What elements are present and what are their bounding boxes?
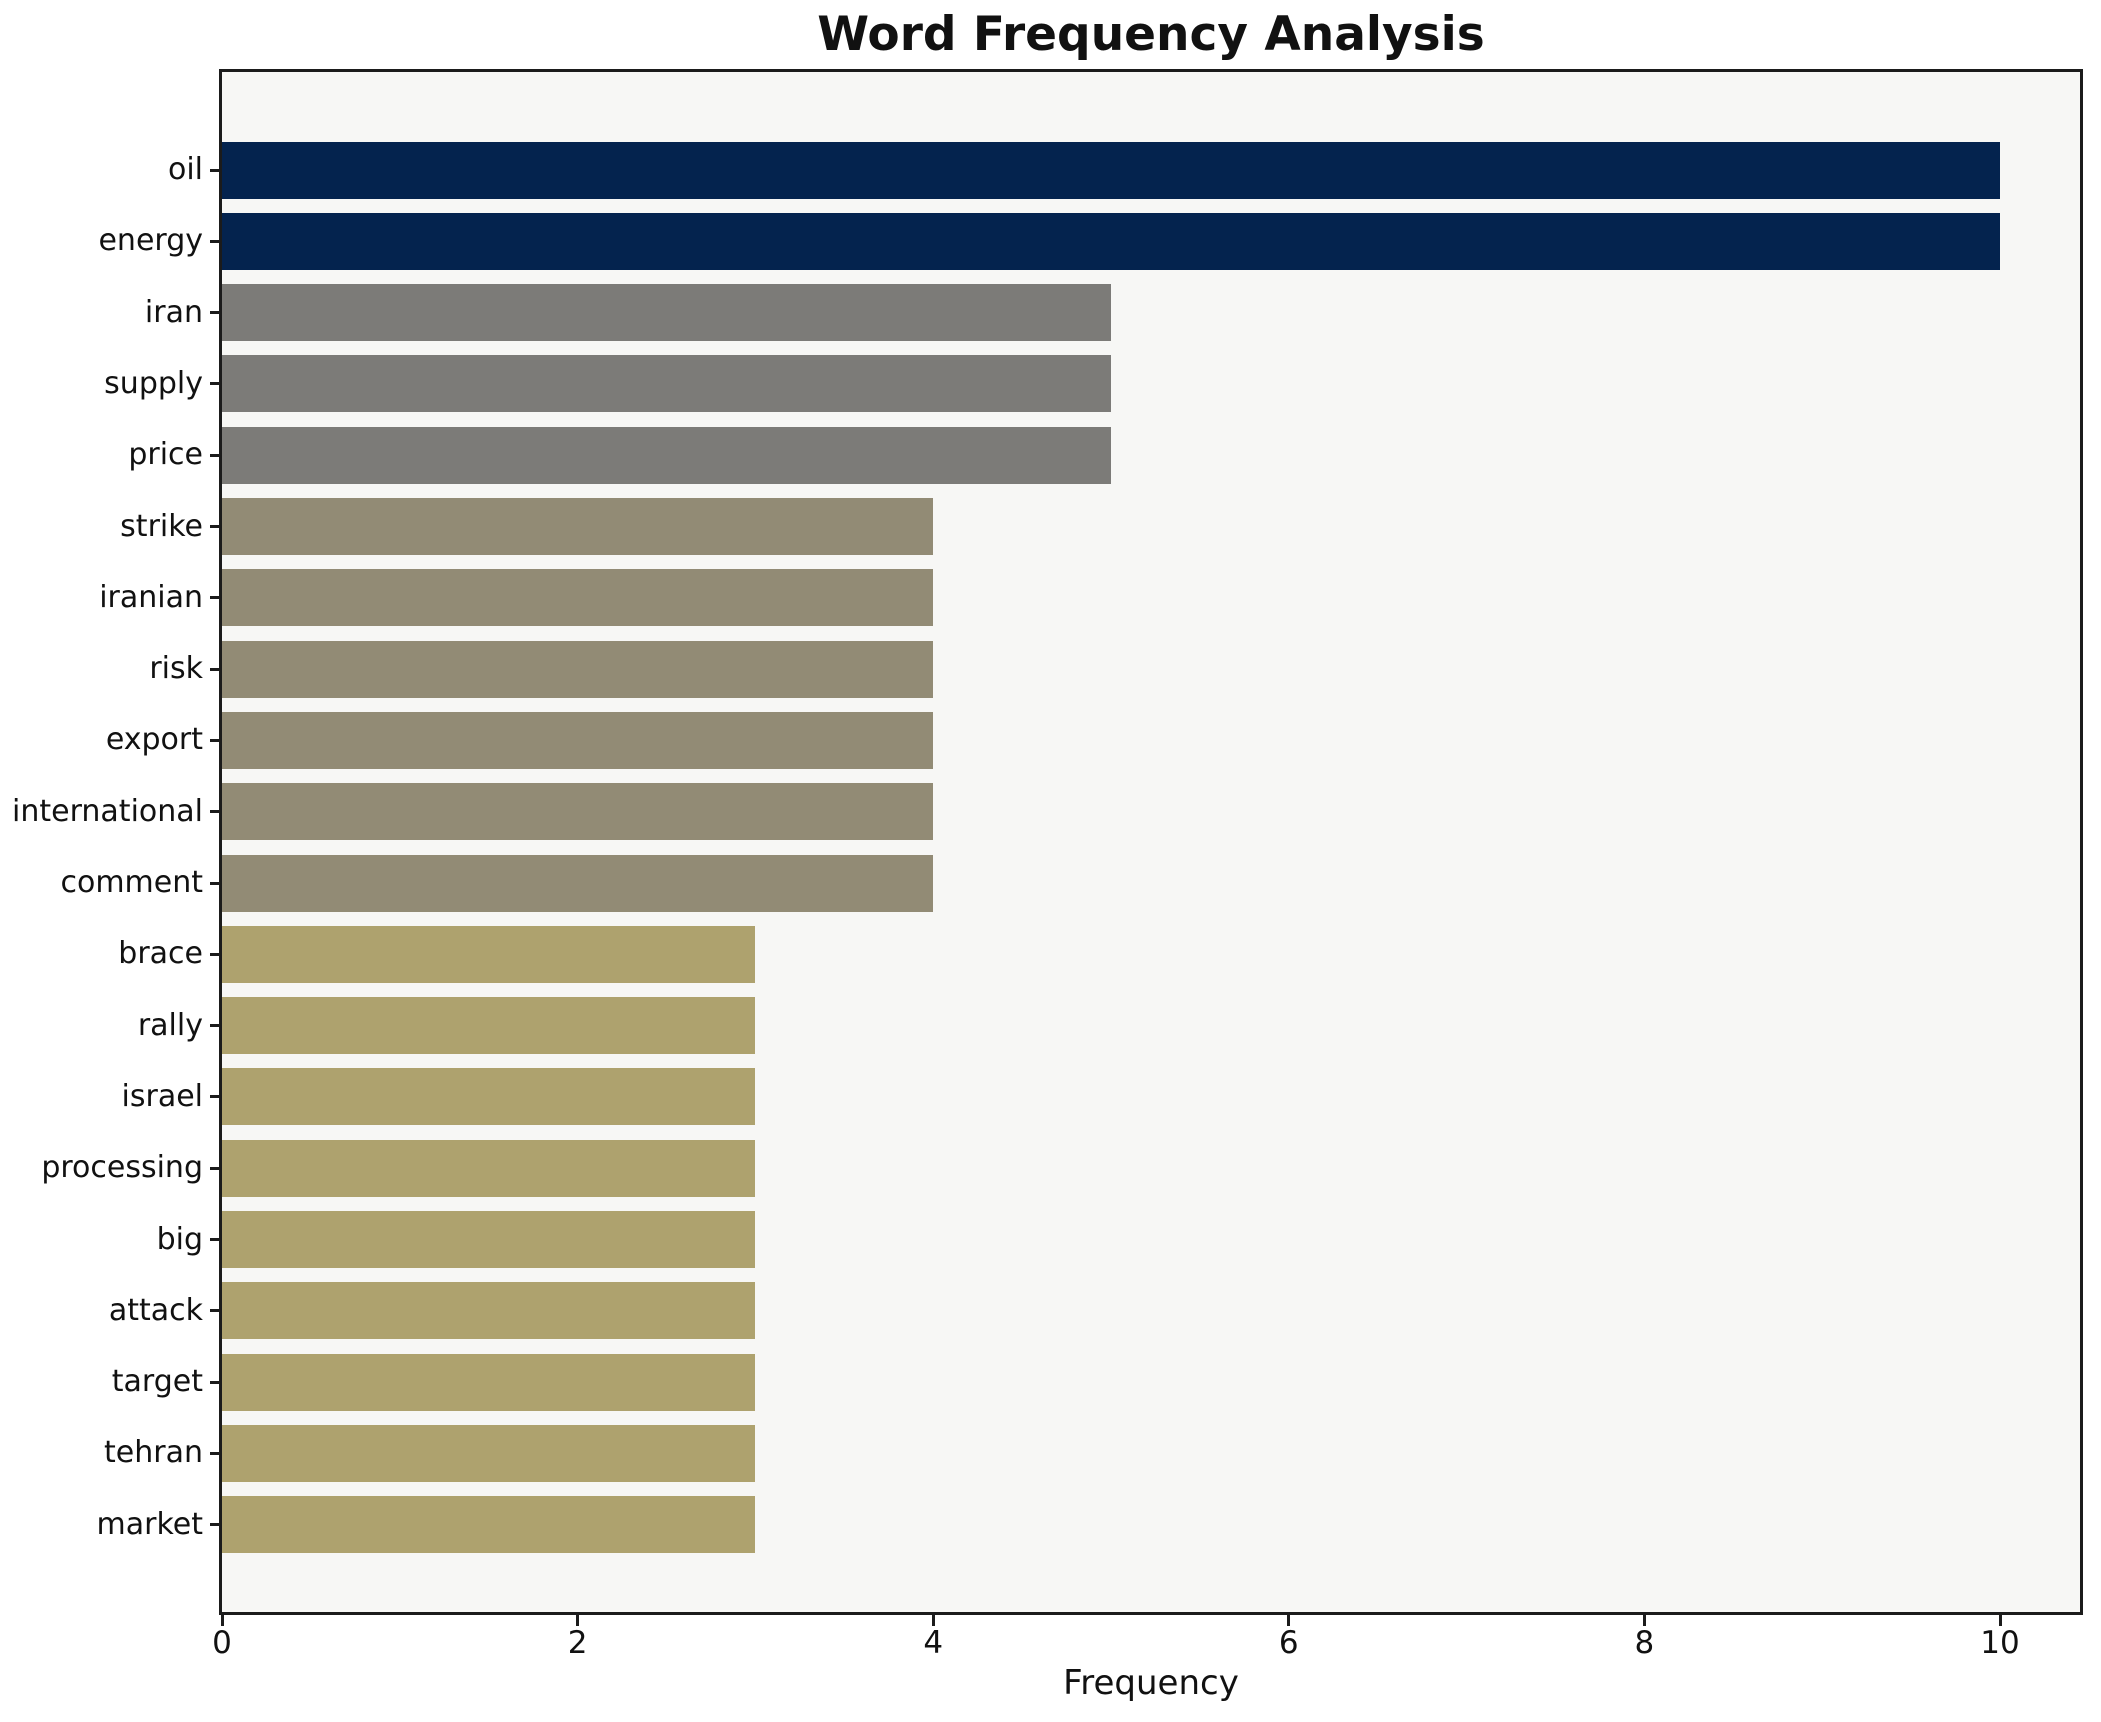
y-tick-mark (210, 1309, 220, 1313)
x-tick-label: 10 (1980, 1625, 2020, 1661)
x-tick-mark (1642, 1615, 1646, 1626)
bar-rally (222, 997, 756, 1055)
y-tick-mark (210, 311, 220, 315)
y-tick-mark (210, 738, 220, 742)
x-tick-label: 0 (212, 1625, 232, 1661)
bar-brace (222, 925, 756, 983)
y-axis-label: israel (121, 1078, 203, 1114)
bar-oil (222, 141, 2000, 199)
y-axis-label: target (111, 1364, 203, 1400)
chart-title: Word Frequency Analysis (817, 7, 1485, 62)
bar-supply (222, 355, 1111, 413)
bar-risk (222, 640, 934, 698)
bar-big (222, 1211, 756, 1268)
y-tick-mark (210, 382, 220, 386)
y-tick-mark (210, 810, 220, 814)
bar-tehran (222, 1424, 756, 1482)
y-tick-mark (210, 1238, 220, 1241)
x-tick-mark (576, 1615, 580, 1626)
bar-comment (222, 854, 934, 912)
y-tick-mark (210, 1024, 220, 1028)
bar-price (222, 426, 1111, 484)
y-axis-label: energy (98, 223, 203, 259)
bar-energy (222, 212, 2000, 270)
y-axis-label: iranian (99, 579, 203, 615)
y-axis-label: rally (137, 1007, 203, 1043)
y-axis-label: risk (149, 651, 203, 687)
x-tick-mark (1998, 1615, 2002, 1626)
y-tick-mark (210, 596, 220, 600)
x-tick-mark (1287, 1615, 1291, 1626)
plot-area (219, 69, 2083, 1615)
y-axis-label: international (12, 793, 203, 829)
y-axis-label: comment (60, 865, 203, 900)
y-tick-mark (210, 525, 220, 528)
y-axis-label: processing (41, 1150, 203, 1186)
y-tick-mark (210, 881, 220, 885)
y-tick-mark (210, 453, 220, 457)
y-axis-label: export (105, 722, 203, 758)
x-tick-mark (220, 1615, 224, 1626)
y-axis-label: price (128, 437, 203, 473)
bar-israel (222, 1068, 756, 1126)
bar-processing (222, 1139, 756, 1197)
bar-target (222, 1353, 756, 1411)
y-tick-mark (210, 1380, 220, 1384)
y-axis-label: supply (104, 365, 203, 401)
bar-attack (222, 1282, 756, 1340)
y-tick-mark (210, 667, 220, 671)
x-tick-label: 4 (923, 1625, 944, 1661)
y-axis-label: big (156, 1221, 203, 1257)
y-tick-mark (210, 239, 220, 243)
y-tick-mark (210, 952, 220, 956)
bar-iranian (222, 569, 934, 627)
x-tick-label: 8 (1634, 1625, 1655, 1661)
y-axis-label: oil (167, 152, 203, 187)
x-tick-mark (931, 1615, 935, 1626)
y-tick-mark (210, 1095, 220, 1099)
bar-strike (222, 498, 934, 555)
y-axis-label: iran (144, 294, 203, 330)
bar-market (222, 1496, 756, 1554)
y-tick-mark (210, 1166, 220, 1170)
x-tick-label: 6 (1278, 1625, 1299, 1661)
y-axis-label: attack (108, 1292, 203, 1328)
y-axis-label: tehran (104, 1435, 203, 1471)
bar-international (222, 783, 934, 841)
x-axis-title: Frequency (1063, 1663, 1239, 1703)
y-axis-label: market (96, 1506, 203, 1542)
y-tick-mark (210, 1451, 220, 1455)
x-tick-label: 2 (567, 1625, 588, 1661)
y-axis-label: brace (118, 936, 203, 972)
y-tick-mark (210, 1523, 220, 1527)
bar-iran (222, 284, 1111, 342)
y-tick-mark (210, 168, 220, 172)
bar-export (222, 711, 934, 769)
y-axis-label: strike (120, 508, 203, 544)
